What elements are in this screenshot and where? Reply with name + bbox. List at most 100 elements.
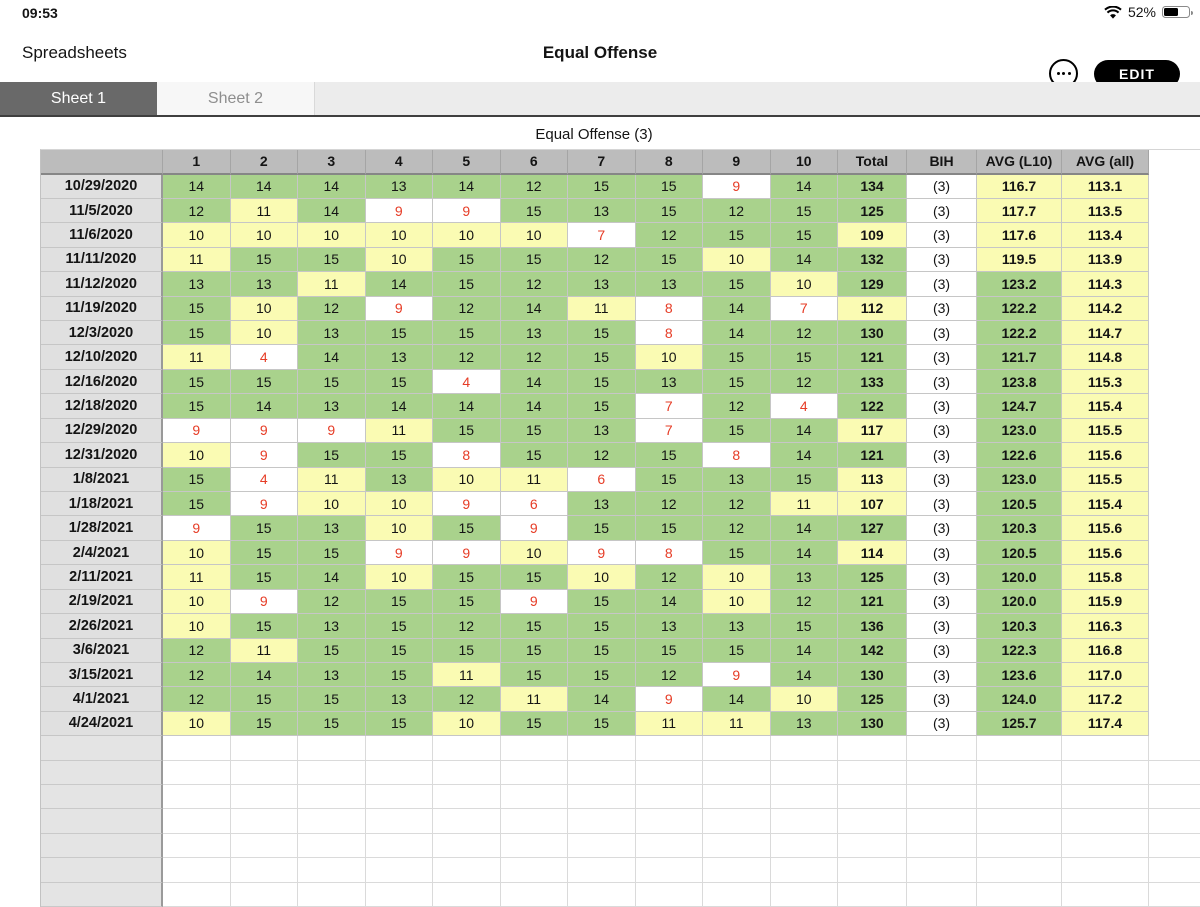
empty-cell[interactable] [907, 736, 977, 761]
empty-cell[interactable] [635, 858, 703, 883]
score-cell[interactable]: 15 [163, 296, 231, 322]
empty-cell[interactable] [1149, 785, 1200, 810]
score-cell[interactable]: 15 [163, 369, 231, 395]
score-cell[interactable]: 13 [298, 516, 366, 541]
score-cell[interactable]: 11 [635, 711, 703, 737]
score-cell[interactable]: 14 [298, 198, 366, 224]
score-cell[interactable]: 9 [365, 296, 433, 322]
bih-cell[interactable]: (3) [907, 687, 977, 712]
score-cell[interactable]: 10 [298, 223, 366, 248]
score-cell[interactable]: 12 [500, 174, 568, 199]
bih-cell[interactable]: (3) [907, 711, 977, 737]
score-cell[interactable]: 10 [500, 540, 568, 566]
score-cell[interactable]: 9 [230, 491, 298, 517]
score-cell[interactable]: 11 [298, 272, 366, 297]
date-cell[interactable]: 1/18/2021 [41, 491, 163, 517]
score-cell[interactable]: 15 [703, 369, 771, 395]
total-cell[interactable]: 130 [838, 662, 907, 688]
empty-cell[interactable] [1149, 883, 1200, 907]
score-cell[interactable]: 15 [433, 418, 501, 444]
score-cell[interactable]: 12 [635, 491, 703, 517]
empty-cell[interactable] [433, 736, 501, 761]
score-cell[interactable]: 15 [163, 467, 231, 492]
score-cell[interactable]: 12 [635, 565, 703, 590]
score-cell[interactable]: 9 [230, 443, 298, 468]
score-cell[interactable]: 15 [635, 638, 703, 663]
score-cell[interactable]: 12 [298, 589, 366, 615]
score-cell[interactable]: 15 [230, 516, 298, 541]
avg-l10-cell[interactable]: 119.5 [977, 247, 1062, 273]
total-cell[interactable]: 142 [838, 638, 907, 663]
score-cell[interactable]: 15 [770, 223, 838, 248]
empty-cell[interactable] [770, 858, 838, 883]
score-cell[interactable]: 15 [635, 467, 703, 492]
score-cell[interactable]: 14 [433, 394, 501, 419]
empty-cell[interactable] [703, 858, 771, 883]
score-cell[interactable]: 13 [365, 687, 433, 712]
score-cell[interactable]: 12 [568, 247, 636, 273]
score-cell[interactable]: 11 [770, 491, 838, 517]
total-cell[interactable]: 121 [838, 589, 907, 615]
score-cell[interactable]: 10 [433, 467, 501, 492]
score-cell[interactable]: 13 [568, 491, 636, 517]
score-cell[interactable]: 11 [500, 687, 568, 712]
score-cell[interactable]: 12 [433, 687, 501, 712]
empty-cell[interactable] [568, 809, 636, 834]
bih-cell[interactable]: (3) [907, 321, 977, 346]
score-cell[interactable]: 15 [703, 223, 771, 248]
empty-cell[interactable] [770, 785, 838, 810]
score-cell[interactable]: 13 [298, 321, 366, 346]
score-cell[interactable]: 15 [568, 614, 636, 639]
date-cell[interactable]: 1/28/2021 [41, 516, 163, 541]
score-cell[interactable]: 13 [635, 369, 703, 395]
score-cell[interactable]: 15 [298, 687, 366, 712]
date-cell[interactable]: 2/11/2021 [41, 565, 163, 590]
column-header[interactable]: 4 [365, 150, 433, 175]
score-cell[interactable]: 12 [770, 321, 838, 346]
score-cell[interactable]: 10 [433, 223, 501, 248]
empty-cell[interactable] [1062, 785, 1149, 810]
bih-cell[interactable]: (3) [907, 247, 977, 273]
score-cell[interactable]: 15 [568, 638, 636, 663]
score-cell[interactable]: 10 [163, 223, 231, 248]
score-cell[interactable]: 15 [365, 638, 433, 663]
score-cell[interactable]: 15 [163, 321, 231, 346]
total-cell[interactable]: 127 [838, 516, 907, 541]
empty-cell[interactable] [230, 736, 298, 761]
score-cell[interactable]: 11 [703, 711, 771, 737]
score-cell[interactable]: 15 [433, 565, 501, 590]
score-cell[interactable]: 14 [298, 174, 366, 199]
score-cell[interactable]: 15 [703, 345, 771, 370]
score-cell[interactable]: 14 [703, 321, 771, 346]
empty-cell[interactable] [568, 833, 636, 859]
score-cell[interactable]: 7 [568, 223, 636, 248]
score-cell[interactable]: 15 [230, 687, 298, 712]
score-cell[interactable]: 14 [770, 443, 838, 468]
score-cell[interactable]: 11 [568, 296, 636, 322]
avg-all-cell[interactable]: 115.5 [1062, 467, 1149, 492]
score-cell[interactable]: 13 [703, 614, 771, 639]
avg-l10-cell[interactable]: 123.2 [977, 272, 1062, 297]
avg-l10-cell[interactable]: 123.8 [977, 369, 1062, 395]
score-cell[interactable]: 10 [365, 516, 433, 541]
empty-cell[interactable] [365, 736, 433, 761]
total-cell[interactable]: 107 [838, 491, 907, 517]
score-cell[interactable]: 15 [500, 662, 568, 688]
date-cell[interactable]: 2/26/2021 [41, 614, 163, 639]
empty-cell[interactable] [500, 760, 568, 786]
score-cell[interactable]: 11 [163, 247, 231, 273]
empty-cell[interactable] [365, 833, 433, 859]
score-cell[interactable]: 14 [635, 589, 703, 615]
date-cell[interactable]: 12/10/2020 [41, 345, 163, 370]
score-cell[interactable]: 11 [433, 662, 501, 688]
corner-header-cell[interactable] [41, 150, 163, 175]
score-cell[interactable]: 14 [770, 418, 838, 444]
avg-all-cell[interactable]: 115.8 [1062, 565, 1149, 590]
score-cell[interactable]: 14 [703, 687, 771, 712]
total-cell[interactable]: 134 [838, 174, 907, 199]
empty-cell[interactable] [500, 833, 568, 859]
score-cell[interactable]: 14 [770, 638, 838, 663]
avg-l10-cell[interactable]: 117.7 [977, 198, 1062, 224]
date-cell[interactable]: 11/19/2020 [41, 296, 163, 322]
score-cell[interactable]: 12 [703, 516, 771, 541]
